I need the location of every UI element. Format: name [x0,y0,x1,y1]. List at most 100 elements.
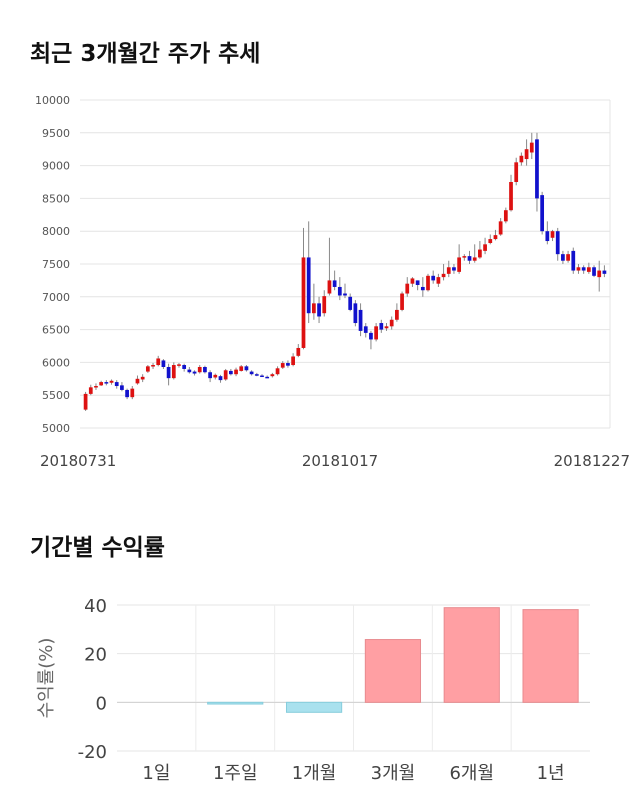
candle-body [140,376,145,380]
candle-body [301,257,306,348]
candle-body [503,210,508,222]
candle-body [270,374,275,377]
candle-body [586,267,591,272]
y-tick-label: 40 [84,596,107,617]
candle-body [571,250,576,271]
candle-body [280,363,285,368]
candle-body [535,139,539,199]
period-return-title: 기간별 수익률 [30,535,165,561]
y-tick-label: 9500 [42,127,70,140]
candle-body [420,286,425,291]
candle-body [145,366,150,372]
candle-body [358,309,363,331]
candle-body [426,275,430,291]
candle-body [369,332,373,340]
date-label-middle: 20181017 [302,452,378,470]
category-label: 1개월 [292,763,337,784]
y-tick-label: 5000 [42,422,70,435]
candle-body [99,382,104,386]
return-bar [207,701,264,705]
candle-body [524,149,529,160]
candle-body [498,221,503,235]
candle-body [337,286,342,296]
candle-body [130,388,135,398]
candle-body [467,256,472,261]
candle-body [431,275,436,281]
candle-body [478,249,482,258]
y-tick-label: 6500 [42,324,70,337]
date-label-start: 20180731 [40,452,116,470]
y-axis-label: 수익률(%) [36,638,57,719]
candle-body [275,368,280,375]
price-trend-title: 최근 3개월간 주가 추세 [30,41,261,67]
return-bar [364,639,422,703]
candle-body [576,267,581,271]
candle-body [462,256,467,258]
candle-body [405,283,410,294]
y-tick-label: -20 [78,742,107,763]
category-label: 3개월 [371,763,416,784]
candle-body [327,280,332,294]
candle-body [384,326,389,329]
candle-body [197,366,202,373]
candlestick-chart: 5000 5500 6000 6500 7000 7500 8000 8500 9000 9500… [35,94,630,470]
candle-body [104,382,109,384]
candle-body [561,254,565,261]
candle-body [343,293,347,296]
y-tick-label: 9000 [42,160,70,173]
candle-body [566,254,570,261]
candle-body [234,369,238,375]
candle-body [363,326,368,333]
return-bar [443,607,500,703]
candle-body [135,378,140,384]
candle-body [312,303,316,314]
candle-body [177,364,181,366]
candle-body [239,366,244,371]
category-label: 6개월 [449,763,494,784]
candle-body [602,270,607,274]
candle-body [555,231,560,255]
candle-body [441,273,446,278]
candle-body [488,239,493,244]
candle-body [171,365,176,379]
category-label: 1일 [142,763,170,784]
candle-body [182,365,187,369]
candle-body [483,244,487,251]
candle-body [223,370,228,380]
candle-body [166,366,171,379]
candle-body [436,277,441,284]
candle-body [581,267,586,271]
candle-body [161,360,166,367]
candle-body [244,366,249,371]
candle-body [296,347,301,356]
candle-body [88,387,93,394]
y-tick-label: 5500 [42,389,70,402]
candle-body [348,296,353,310]
candle-body [519,155,524,163]
y-tick-label: 7000 [42,291,70,304]
candle-body [529,142,534,153]
candle-body [213,374,218,378]
candle-body [514,162,519,182]
candle-body [545,231,550,242]
candle-body [472,257,477,261]
candle-body [94,386,98,388]
candle-body [322,296,327,314]
candle-body [151,365,155,367]
y-tick-label: 6000 [42,356,70,369]
candle-body [374,326,378,340]
candle-body [306,257,311,314]
y-tick-label: 8000 [42,225,70,238]
candle-body [254,374,259,376]
y-tick-label: 0 [96,693,107,714]
candle-body [493,235,498,240]
candle-body [509,182,513,211]
y-tick-label: 20 [84,645,107,666]
candle-body [187,369,192,373]
candle-body [83,393,88,410]
candle-body [597,270,602,278]
candle-body [120,385,124,390]
candle-body [389,319,394,327]
candle-body [249,371,254,375]
